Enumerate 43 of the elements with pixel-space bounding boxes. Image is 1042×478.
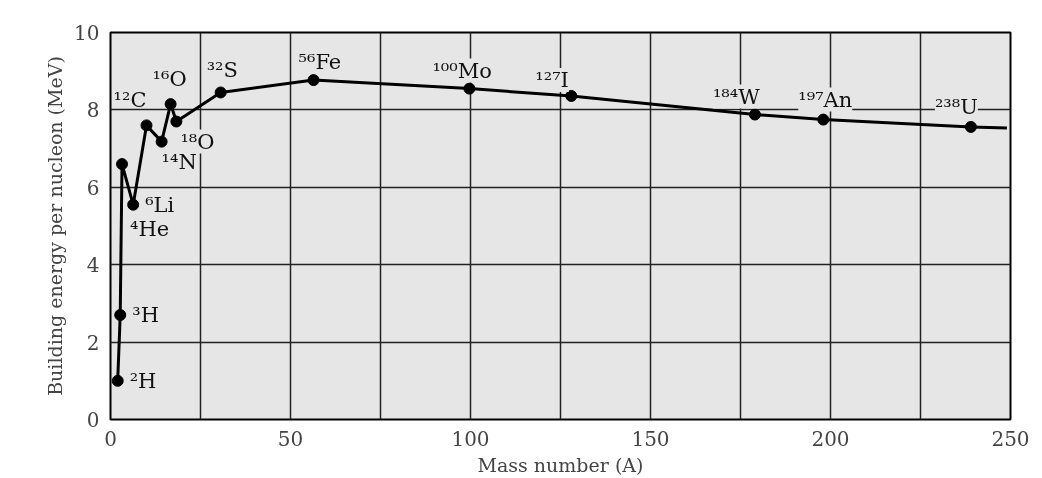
point bbox=[170, 115, 183, 128]
x-tick-label: 100 bbox=[451, 426, 490, 451]
point bbox=[155, 135, 168, 148]
y-axis-title: Building energy per nucleon (MeV) bbox=[44, 56, 67, 396]
point bbox=[964, 120, 977, 133]
point bbox=[307, 74, 320, 87]
point bbox=[114, 309, 127, 321]
x-axis-title: Mass number (A) bbox=[477, 453, 644, 476]
annotation: ¹²C bbox=[113, 88, 147, 113]
annotation: ¹⁹⁷An bbox=[798, 87, 853, 112]
annotation: ¹²⁷I bbox=[535, 67, 569, 92]
annotation: ¹⁰⁰Mo bbox=[432, 58, 492, 83]
point bbox=[565, 89, 578, 102]
point bbox=[140, 119, 153, 132]
point bbox=[111, 374, 124, 387]
point bbox=[116, 158, 129, 171]
annotation: ²³⁸U bbox=[934, 94, 978, 119]
annotation: ⁶Li bbox=[145, 192, 175, 217]
annotation: ¹⁸⁴W bbox=[712, 84, 761, 109]
y-tick-label: 4 bbox=[86, 253, 100, 278]
y-tick-label: 8 bbox=[86, 98, 100, 123]
y-tick-label: 10 bbox=[74, 21, 100, 45]
annotation: ⁵⁶Fe bbox=[298, 50, 342, 75]
point bbox=[463, 82, 476, 95]
annotation: ³H bbox=[132, 303, 159, 328]
y-tick-label: 6 bbox=[86, 175, 100, 200]
point bbox=[164, 98, 177, 111]
x-tick-label: 50 bbox=[277, 426, 304, 451]
point bbox=[817, 113, 830, 126]
x-tick-label: 150 bbox=[631, 426, 670, 451]
annotation: ⁴He bbox=[130, 217, 170, 242]
y-tick-label: 2 bbox=[86, 330, 100, 355]
annotation: ¹⁶O bbox=[152, 67, 187, 92]
x-tick-label: 250 bbox=[991, 426, 1030, 451]
x-tick-label: 200 bbox=[811, 426, 850, 451]
point bbox=[214, 86, 227, 99]
annotation: ³²S bbox=[206, 58, 238, 83]
point bbox=[748, 108, 761, 121]
y-tick-label: 0 bbox=[86, 408, 100, 432]
annotation: ²H bbox=[129, 368, 157, 393]
annotation: ¹⁸O bbox=[180, 129, 215, 154]
point bbox=[127, 198, 140, 211]
x-tick-label: 0 bbox=[104, 426, 117, 451]
